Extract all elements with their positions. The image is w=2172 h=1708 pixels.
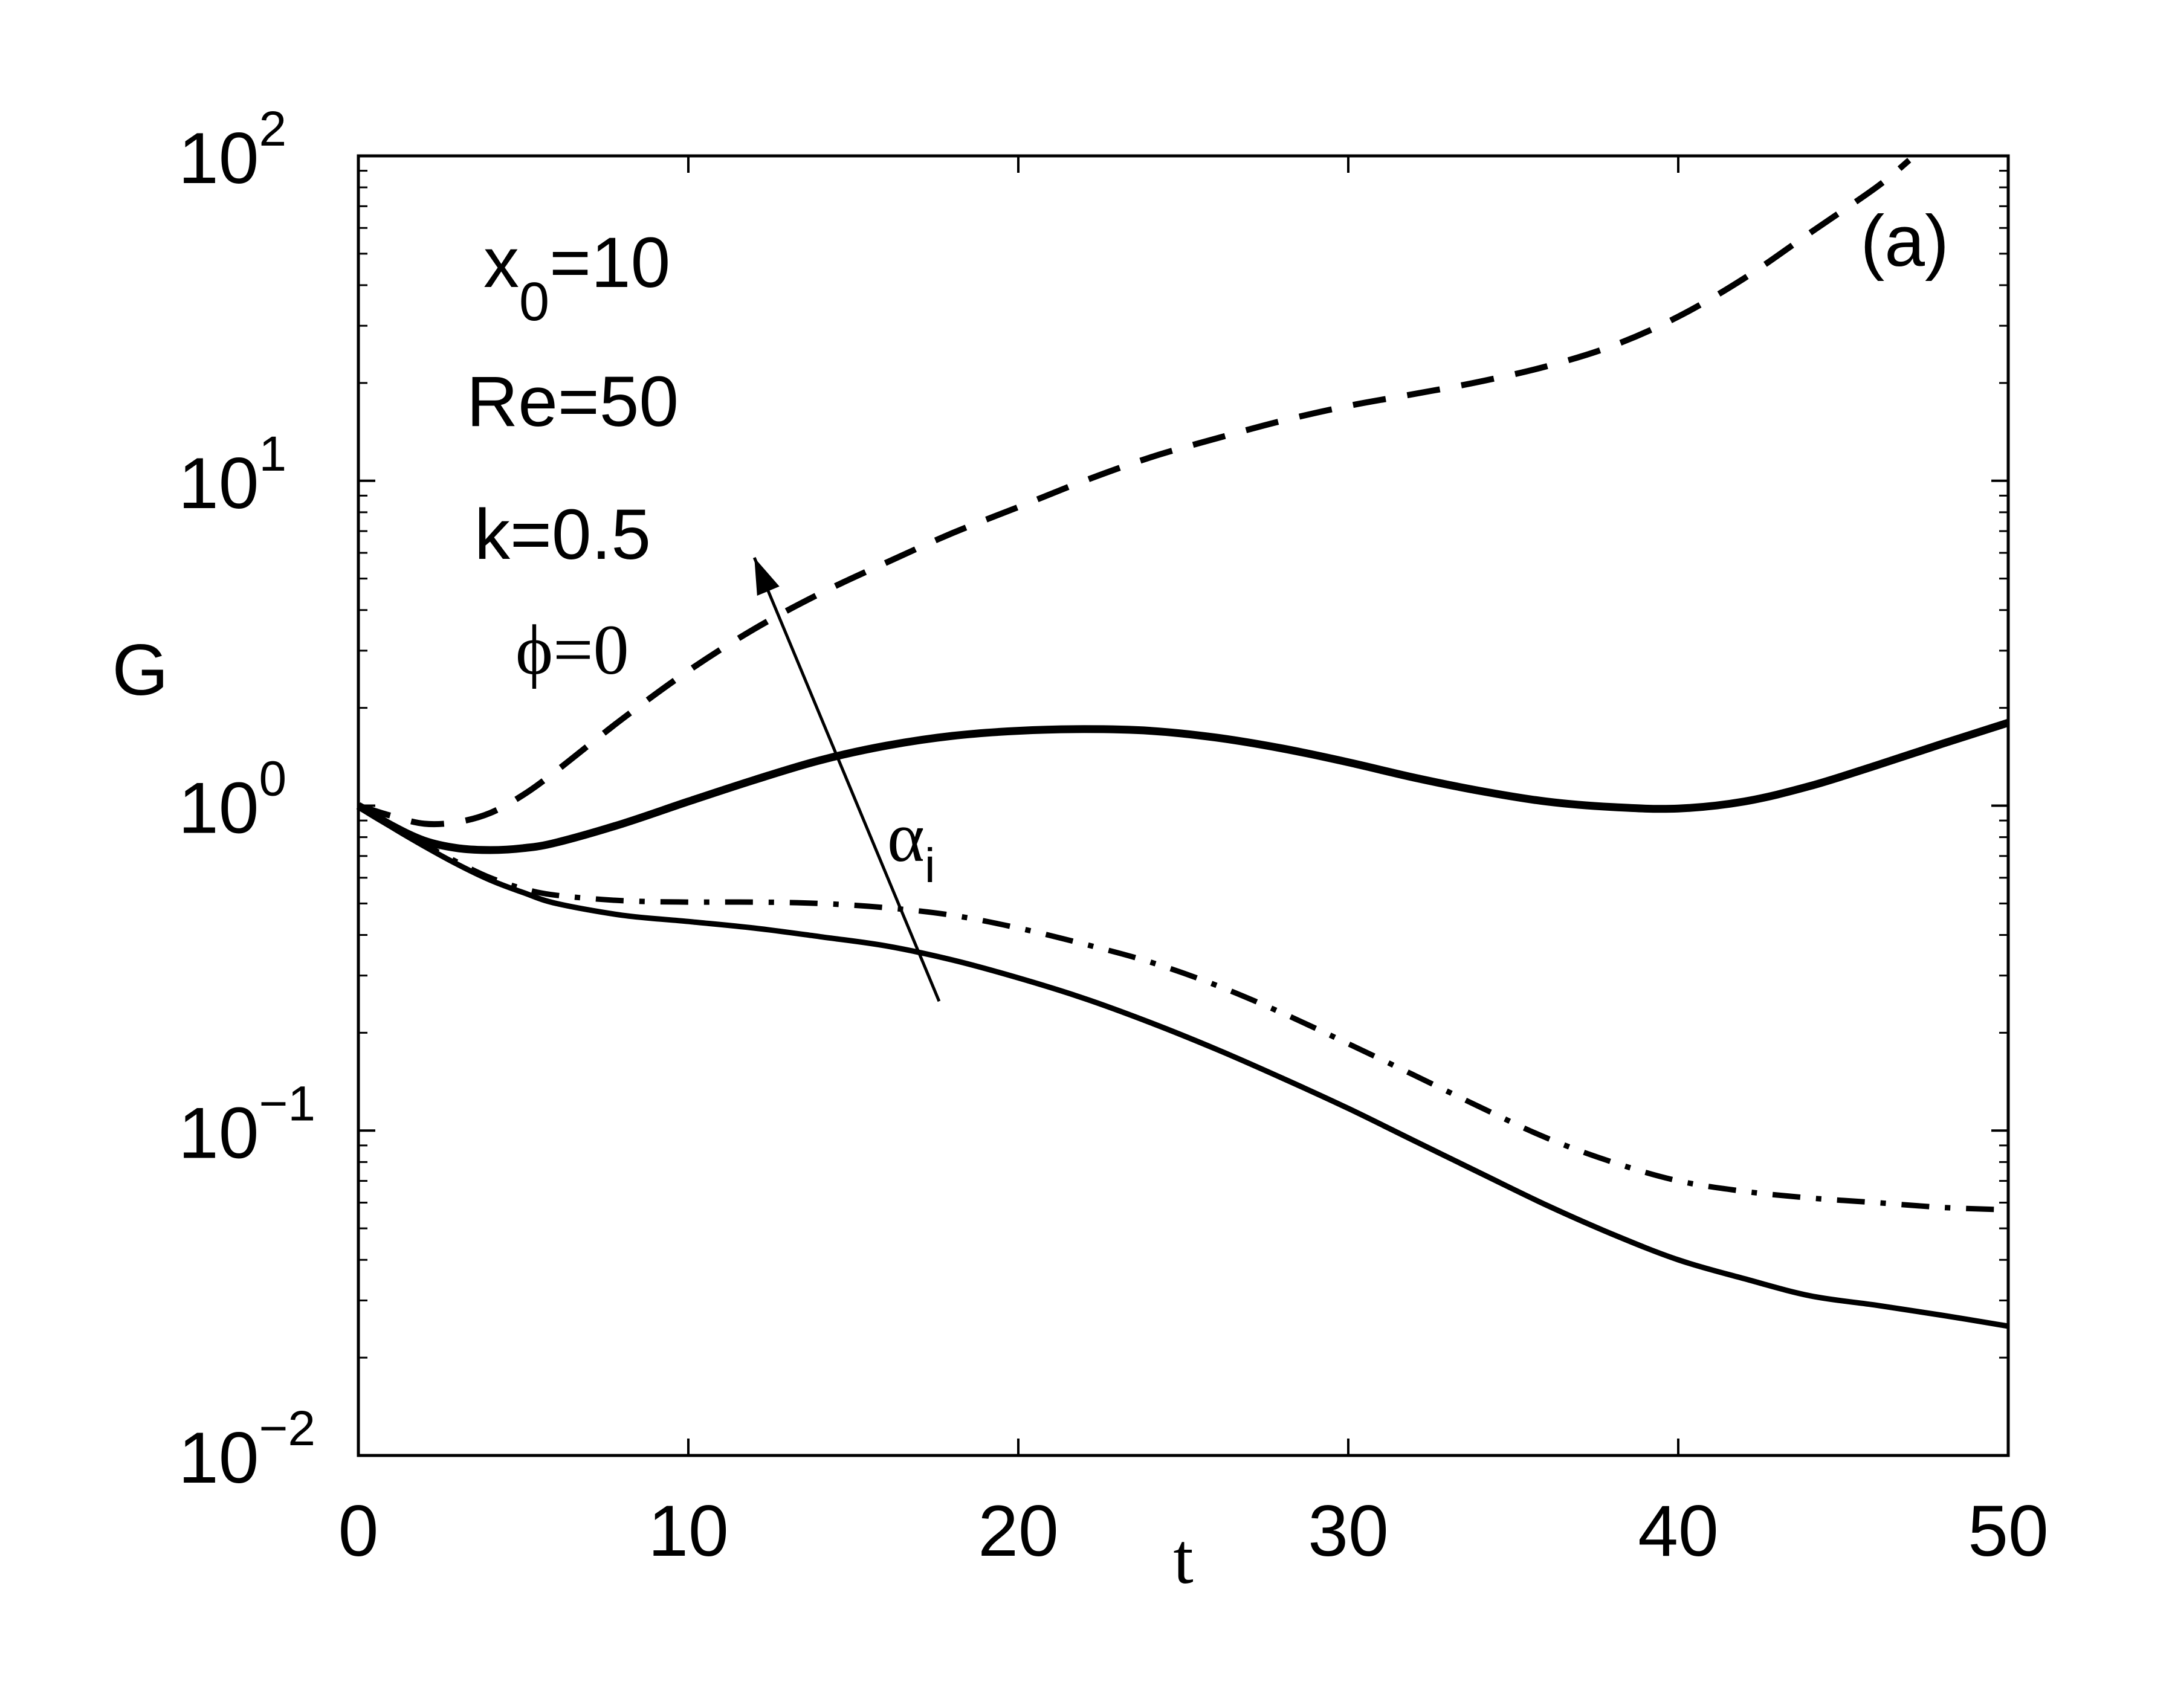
y-tick-exponent: −1	[259, 1076, 315, 1131]
annotation-re: Re=50	[467, 362, 679, 442]
arrow-shaft	[752, 557, 941, 1002]
y-axis-label: G	[112, 630, 168, 711]
annotation-phi: ϕ=0	[516, 610, 629, 689]
y-tick-label: 10−1	[178, 1076, 315, 1173]
series-line-4	[357, 158, 1912, 828]
y-tick-label: 100	[178, 752, 286, 849]
x-tick-label: 0	[338, 1490, 379, 1571]
annotation-alpha-i: αi	[887, 798, 936, 892]
annotation-x0-main: x	[483, 223, 519, 303]
y-tick-exponent: −2	[259, 1401, 315, 1456]
plot-frame	[357, 154, 2010, 1457]
y-tick-exponent: 0	[259, 752, 286, 807]
annotation-x0-sub: 0	[519, 272, 549, 332]
x-tick-label: 40	[1638, 1490, 1718, 1571]
annotation-x0: x0=10	[483, 223, 670, 332]
annotation-alpha-main: α	[887, 798, 925, 877]
y-tick-exponent: 1	[259, 427, 286, 482]
y-tick-base: 10	[178, 1092, 259, 1173]
annotation-k: k=0.5	[474, 495, 651, 575]
annotation-x0-value: =10	[549, 223, 670, 303]
series-line-1	[357, 803, 2009, 1329]
x-axis-label: t	[1173, 1518, 1193, 1599]
series-layer	[356, 158, 2009, 1329]
x-tick-label: 30	[1308, 1490, 1388, 1571]
panel-label: (a)	[1860, 201, 1949, 282]
y-tick-label: 10−2	[178, 1401, 315, 1498]
x-tick-label: 20	[978, 1490, 1058, 1571]
y-tick-label: 101	[178, 427, 286, 524]
x-tick-label: 10	[648, 1490, 728, 1571]
y-tick-base: 10	[178, 768, 259, 849]
arrow-head	[754, 557, 780, 596]
y-tick-label: 102	[178, 102, 286, 199]
x-tick-label: 50	[1968, 1490, 2048, 1571]
y-tick-base: 10	[178, 443, 259, 524]
series-line-3	[356, 719, 2009, 854]
annotation-alpha-sub: i	[925, 839, 936, 892]
y-tick-base: 10	[178, 118, 259, 199]
alpha-increase-arrow	[752, 557, 941, 1002]
y-tick-exponent: 2	[259, 102, 286, 156]
y-tick-base: 10	[178, 1417, 259, 1498]
series-line-2	[357, 803, 2009, 1213]
